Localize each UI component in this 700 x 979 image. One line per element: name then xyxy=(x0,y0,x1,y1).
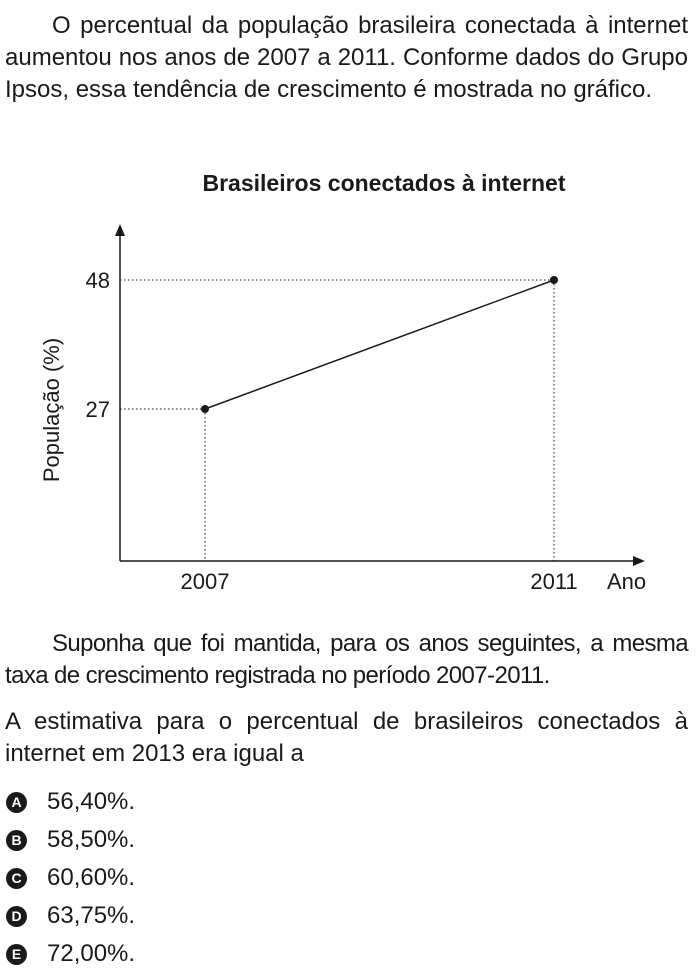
option-e-text: 72,00%. xyxy=(47,940,136,967)
option-a[interactable]: A 56,40%. xyxy=(5,783,135,821)
y-tick-label-48: 48 xyxy=(86,268,110,293)
option-e[interactable]: E 72,00%. xyxy=(5,935,135,973)
x-axis-arrow xyxy=(633,556,645,566)
option-d[interactable]: D 63,75%. xyxy=(5,897,135,935)
option-c[interactable]: C 60,60%. xyxy=(5,859,135,897)
x-tick-label-2007: 2007 xyxy=(181,569,230,594)
y-axis-label: População (%) xyxy=(39,338,64,482)
option-d-text: 63,75%. xyxy=(47,902,136,929)
option-d-letter-badge: D xyxy=(6,905,27,927)
option-c-letter-badge: C xyxy=(6,867,27,889)
line-chart: Brasileiros conectados à internet Popula… xyxy=(39,170,646,594)
chart-marks: 2007 2011 27 48 xyxy=(86,268,578,594)
option-a-letter-badge: A xyxy=(6,791,27,813)
y-tick-label-27: 27 xyxy=(86,397,110,422)
data-point-2011 xyxy=(550,276,558,284)
option-c-text: 60,60%. xyxy=(47,864,136,891)
x-tick-label-2011: 2011 xyxy=(530,569,577,594)
series-line xyxy=(204,279,555,410)
chart-title: Brasileiros conectados à internet xyxy=(202,170,565,196)
intro-paragraph: O percentual da população brasileira con… xyxy=(5,12,688,103)
option-e-letter-badge: E xyxy=(6,943,27,965)
data-point-2007 xyxy=(201,405,209,413)
assumption-paragraph: Suponha que foi mantida, para os anos se… xyxy=(5,630,689,689)
answer-options: A 56,40%. B 58,50%. C 60,60%. D 63,75%. … xyxy=(5,783,135,973)
option-b[interactable]: B 58,50%. xyxy=(5,821,135,859)
y-axis-arrow xyxy=(115,224,125,236)
option-b-letter-badge: B xyxy=(6,829,27,851)
x-axis-label: Ano xyxy=(607,569,646,594)
option-b-text: 58,50%. xyxy=(47,826,136,853)
option-a-text: 56,40%. xyxy=(47,788,136,815)
question-paragraph: A estimativa para o percentual de brasil… xyxy=(5,708,688,767)
